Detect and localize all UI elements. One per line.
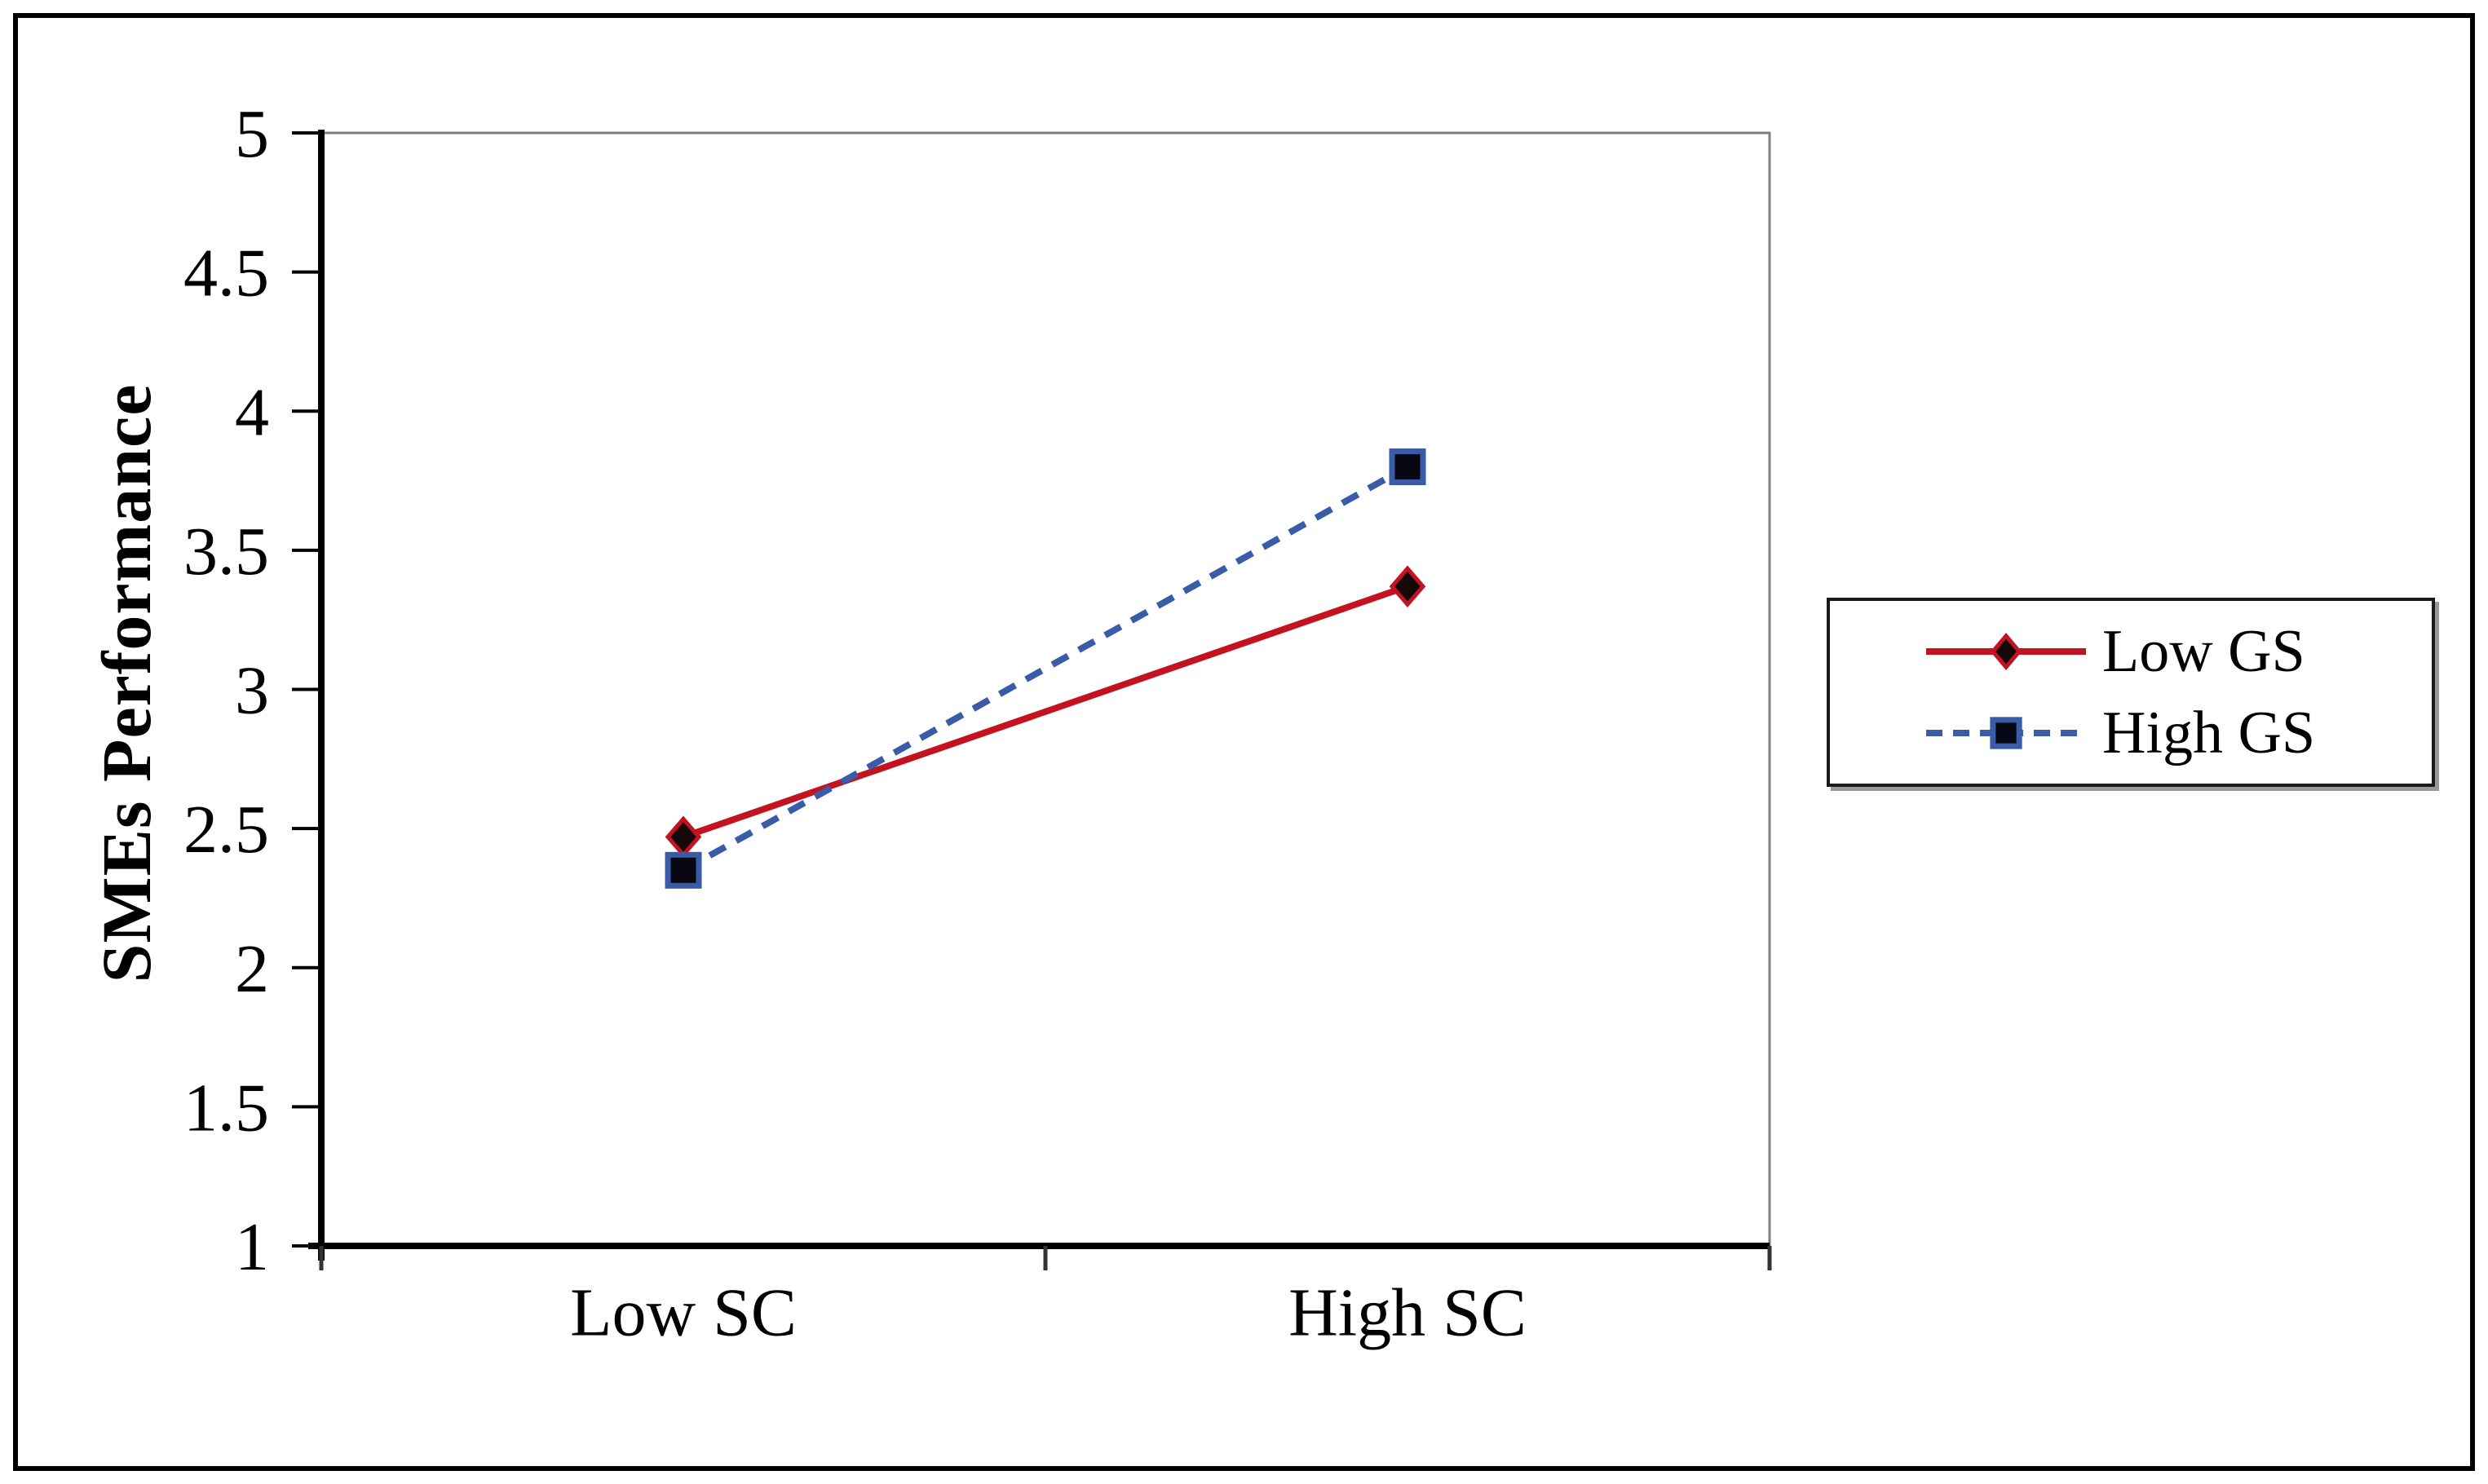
svg-text:2.5: 2.5 — [183, 792, 269, 868]
legend: Low GS High GS — [1827, 598, 2435, 787]
figure-border — [13, 13, 2475, 1471]
svg-text:5: 5 — [235, 96, 269, 172]
legend-line-sample-high-gs — [1926, 717, 2086, 749]
x-axis-label-high-sc: High SC — [1288, 1274, 1527, 1351]
legend-item-low-gs: Low GS — [1925, 621, 2432, 682]
legend-line-sample-low-gs — [1926, 633, 2086, 671]
svg-text:3: 3 — [235, 653, 269, 729]
svg-text:1: 1 — [235, 1209, 269, 1285]
svg-text:3.5: 3.5 — [183, 514, 269, 590]
legend-item-high-gs: High GS — [1925, 703, 2432, 763]
svg-text:1.5: 1.5 — [183, 1070, 269, 1146]
svg-text:4.5: 4.5 — [183, 236, 269, 311]
legend-label-high-gs: High GS — [2102, 699, 2316, 766]
svg-text:4: 4 — [235, 374, 269, 450]
y-axis-title: SMEs Performance — [87, 383, 166, 983]
svg-text:2: 2 — [235, 931, 269, 1007]
legend-label-low-gs: Low GS — [2102, 618, 2305, 686]
x-axis-label-low-sc: Low SC — [570, 1274, 797, 1351]
